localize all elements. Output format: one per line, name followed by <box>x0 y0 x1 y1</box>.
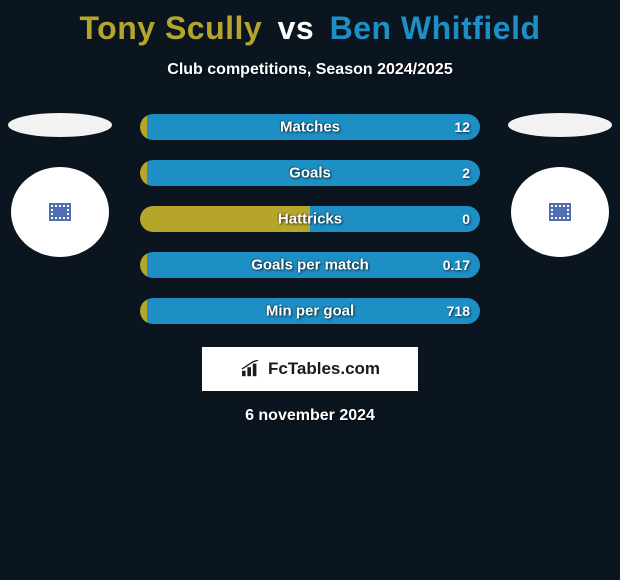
subtitle: Club competitions, Season 2024/2025 <box>0 61 620 79</box>
vs-text: vs <box>278 10 315 46</box>
brand-chart-icon <box>240 360 262 378</box>
stat-bar: Matches 12 <box>139 113 481 141</box>
stat-bar: Hattricks 0 <box>139 205 481 233</box>
player2-name: Ben Whitfield <box>330 10 541 46</box>
club-placeholder-icon <box>551 205 569 219</box>
stat-bar-left-fill <box>140 160 147 186</box>
stat-bar: Goals 2 <box>139 159 481 187</box>
stat-bar-label: Goals <box>289 165 331 182</box>
stat-bar-left-fill <box>140 298 147 324</box>
stat-bar-label: Min per goal <box>266 303 354 320</box>
stat-bar-label: Hattricks <box>278 211 342 228</box>
stat-bar: Goals per match 0.17 <box>139 251 481 279</box>
stat-bar-left-fill <box>140 114 147 140</box>
player2-club-badge <box>511 167 609 257</box>
stat-bar-label: Goals per match <box>251 257 369 274</box>
player1-name: Tony Scully <box>79 10 262 46</box>
club-placeholder-icon <box>51 205 69 219</box>
player1-flag <box>8 113 112 137</box>
brand-text: FcTables.com <box>268 359 380 379</box>
player2-flag <box>508 113 612 137</box>
stat-bar-right-value: 2 <box>462 165 470 181</box>
stat-bars: Matches 12 Goals 2 Hattricks 0 Goals per match… <box>139 113 481 325</box>
stat-bar: Min per goal 718 <box>139 297 481 325</box>
player1-club-badge <box>11 167 109 257</box>
comparison-content: Matches 12 Goals 2 Hattricks 0 Goals per match… <box>0 113 620 425</box>
stat-bar-right-value: 0 <box>462 211 470 227</box>
stat-bar-right-value: 12 <box>454 119 470 135</box>
stat-bar-left-fill <box>140 252 147 278</box>
comparison-title: Tony Scully vs Ben Whitfield <box>0 0 620 47</box>
player2-column <box>500 113 620 257</box>
player1-column <box>0 113 120 257</box>
brand-box: FcTables.com <box>202 347 418 391</box>
stat-bar-right-value: 0.17 <box>443 257 470 273</box>
stat-bar-right-value: 718 <box>447 303 470 319</box>
stat-bar-label: Matches <box>280 119 340 136</box>
date-text: 6 november 2024 <box>0 407 620 425</box>
